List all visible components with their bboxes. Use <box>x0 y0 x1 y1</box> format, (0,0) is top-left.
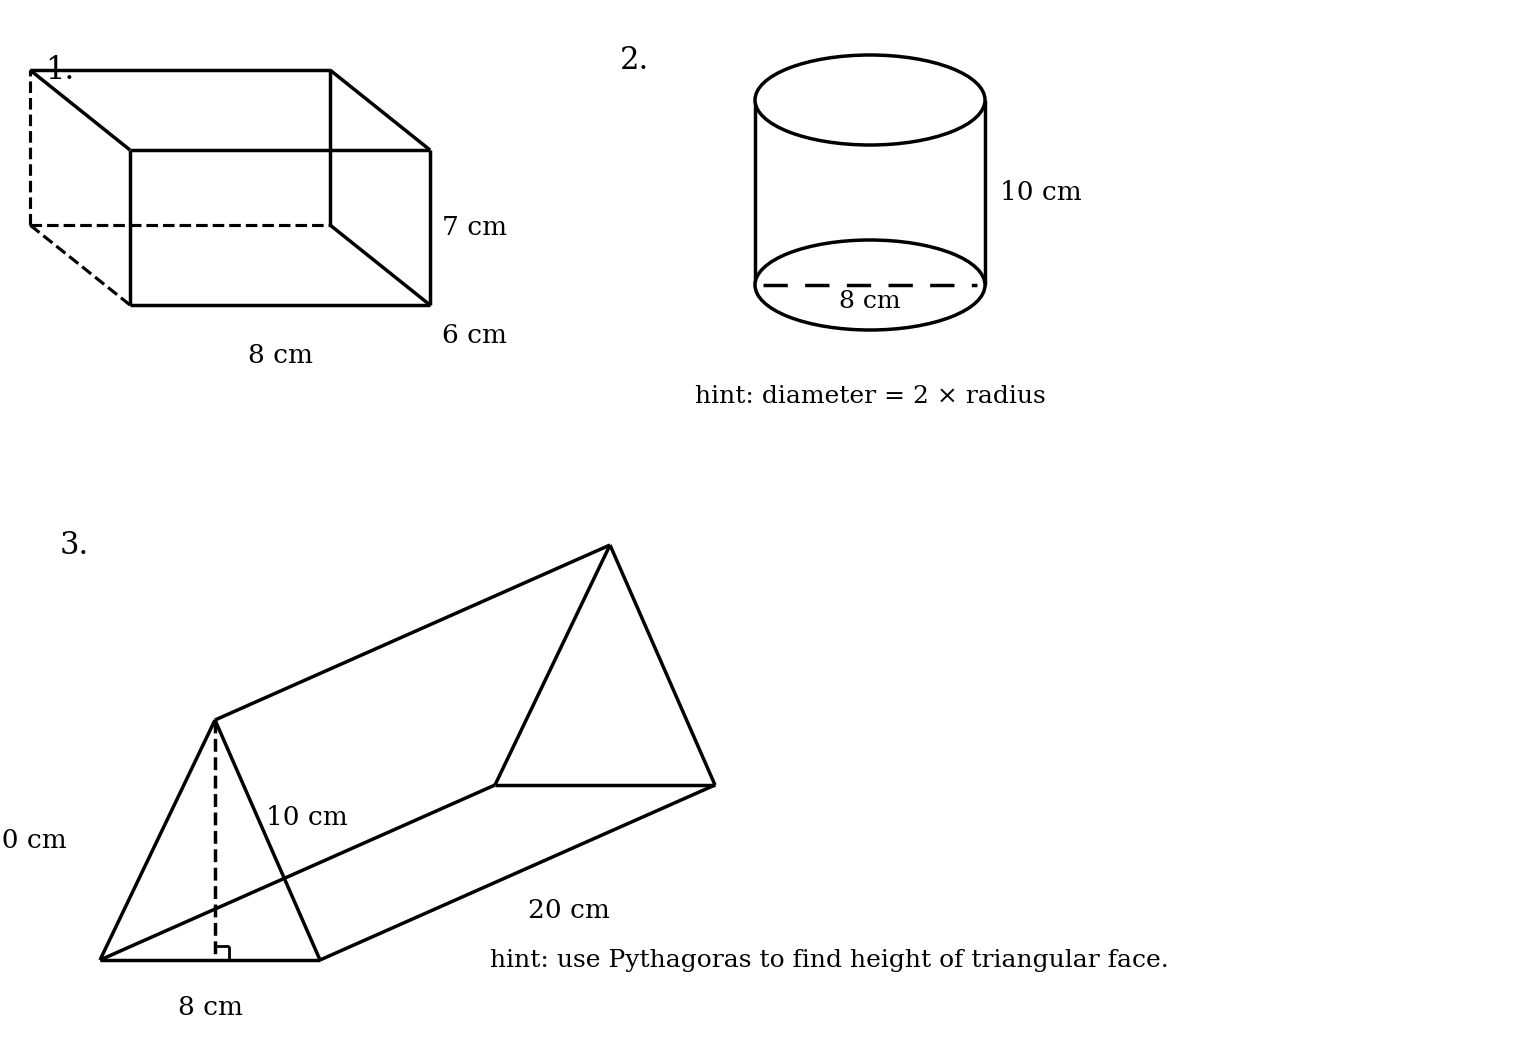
Text: 6 cm: 6 cm <box>442 323 507 348</box>
Text: 1.: 1. <box>46 55 74 86</box>
Text: 8 cm: 8 cm <box>247 343 313 368</box>
Text: 8 cm: 8 cm <box>178 995 243 1020</box>
Text: 7 cm: 7 cm <box>442 215 507 240</box>
Text: 10 cm: 10 cm <box>0 827 67 853</box>
Text: 8 cm: 8 cm <box>839 290 900 313</box>
Text: 3.: 3. <box>61 530 90 561</box>
Text: hint: use Pythagoras to find height of triangular face.: hint: use Pythagoras to find height of t… <box>490 948 1169 972</box>
Text: 10 cm: 10 cm <box>1000 180 1082 205</box>
Ellipse shape <box>754 55 985 145</box>
Text: 20 cm: 20 cm <box>527 897 609 923</box>
Text: 10 cm: 10 cm <box>266 805 348 830</box>
Text: 2.: 2. <box>619 45 650 75</box>
Ellipse shape <box>754 240 985 330</box>
Text: hint: diameter = 2 × radius: hint: diameter = 2 × radius <box>695 385 1046 408</box>
